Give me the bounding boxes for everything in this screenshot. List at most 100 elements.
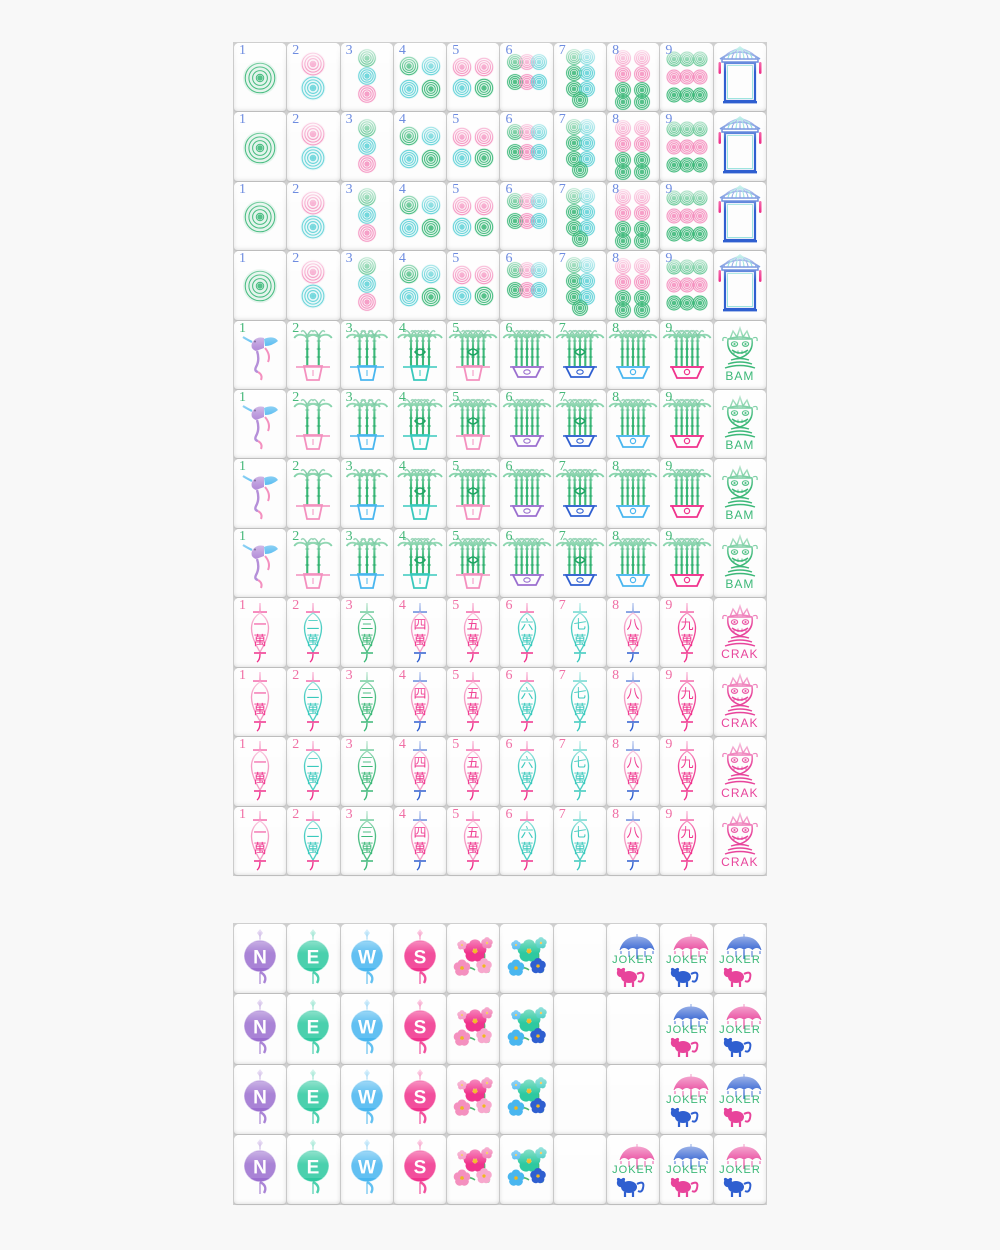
tile-wind-W[interactable]: W: [340, 1064, 393, 1134]
tile-joker[interactable]: JOKER: [660, 924, 713, 994]
tile-dots-3[interactable]: 3: [340, 43, 393, 112]
tile-dots-7[interactable]: 7: [553, 43, 607, 112]
tile-dots-5[interactable]: 5: [447, 251, 500, 320]
tile-craks-dragon-red[interactable]: CRAK: [713, 806, 766, 875]
tile-blank[interactable]: [553, 1134, 607, 1204]
tile-dots-1[interactable]: 1: [234, 112, 287, 181]
tile-flower-pink[interactable]: [447, 1134, 500, 1204]
tile-dots-2[interactable]: 2: [287, 251, 340, 320]
tile-wind-E[interactable]: E: [287, 994, 340, 1064]
tile-joker[interactable]: JOKER: [713, 1134, 766, 1204]
tile-bams-7[interactable]: 7: [553, 390, 607, 459]
tile-bams-dragon-green[interactable]: BAM: [713, 528, 766, 598]
tile-bams-2[interactable]: 2: [287, 528, 340, 598]
tile-dots-dragon-white[interactable]: [713, 43, 766, 112]
tile-dots-2[interactable]: 2: [287, 43, 340, 112]
tile-dots-1[interactable]: 1: [234, 43, 287, 112]
tile-flower-blue[interactable]: [500, 1134, 553, 1204]
tile-dots-4[interactable]: 4: [393, 112, 447, 181]
tile-bams-1[interactable]: 1: [234, 528, 287, 598]
tile-joker[interactable]: JOKER: [713, 994, 766, 1064]
tile-bams-3[interactable]: 3: [340, 390, 393, 459]
tile-craks-dragon-red[interactable]: CRAK: [713, 737, 766, 806]
tile-dots-3[interactable]: 3: [340, 251, 393, 320]
tile-bams-9[interactable]: 9: [660, 528, 713, 598]
tile-dots-9[interactable]: 9: [660, 43, 713, 112]
tile-dots-2[interactable]: 2: [287, 181, 340, 251]
tile-dots-8[interactable]: 8: [607, 181, 660, 251]
tile-joker[interactable]: JOKER: [607, 1134, 660, 1204]
tile-bams-3[interactable]: 3: [340, 320, 393, 390]
tile-bams-8[interactable]: 8: [607, 390, 660, 459]
tile-flower-pink[interactable]: [447, 1064, 500, 1134]
tile-blank[interactable]: [607, 994, 660, 1064]
tile-dots-5[interactable]: 5: [447, 112, 500, 181]
tile-wind-S[interactable]: S: [393, 1064, 447, 1134]
tile-dots-3[interactable]: 3: [340, 112, 393, 181]
tile-dots-2[interactable]: 2: [287, 112, 340, 181]
tile-bams-2[interactable]: 2: [287, 320, 340, 390]
tile-bams-1[interactable]: 1: [234, 459, 287, 528]
tile-bams-dragon-green[interactable]: BAM: [713, 320, 766, 390]
tile-flower-blue[interactable]: [500, 1064, 553, 1134]
tile-wind-E[interactable]: E: [287, 1064, 340, 1134]
tile-bams-4[interactable]: 4: [393, 528, 447, 598]
tile-wind-N[interactable]: N: [234, 1064, 287, 1134]
tile-bams-5[interactable]: 5: [447, 459, 500, 528]
tile-bams-8[interactable]: 8: [607, 459, 660, 528]
tile-wind-S[interactable]: S: [393, 994, 447, 1064]
tile-dots-9[interactable]: 9: [660, 251, 713, 320]
tile-craks-dragon-red[interactable]: CRAK: [713, 667, 766, 737]
tile-wind-W[interactable]: W: [340, 1134, 393, 1204]
tile-bams-8[interactable]: 8: [607, 528, 660, 598]
tile-joker[interactable]: JOKER: [660, 1134, 713, 1204]
tile-dots-4[interactable]: 4: [393, 43, 447, 112]
tile-bams-6[interactable]: 6: [500, 459, 553, 528]
tile-bams-7[interactable]: 7: [553, 459, 607, 528]
tile-dots-dragon-white[interactable]: [713, 112, 766, 181]
tile-bams-4[interactable]: 4: [393, 320, 447, 390]
tile-dots-dragon-white[interactable]: [713, 181, 766, 251]
tile-bams-6[interactable]: 6: [500, 390, 553, 459]
tile-wind-S[interactable]: S: [393, 924, 447, 994]
tile-blank[interactable]: [553, 1064, 607, 1134]
tile-bams-1[interactable]: 1: [234, 390, 287, 459]
tile-joker[interactable]: JOKER: [713, 924, 766, 994]
tile-wind-W[interactable]: W: [340, 924, 393, 994]
tile-bams-3[interactable]: 3: [340, 528, 393, 598]
tile-flower-blue[interactable]: [500, 994, 553, 1064]
tile-joker[interactable]: JOKER: [660, 994, 713, 1064]
tile-dots-4[interactable]: 4: [393, 181, 447, 251]
tile-wind-E[interactable]: E: [287, 1134, 340, 1204]
tile-bams-5[interactable]: 5: [447, 320, 500, 390]
tile-dots-7[interactable]: 7: [553, 112, 607, 181]
tile-wind-N[interactable]: N: [234, 1134, 287, 1204]
tile-bams-9[interactable]: 9: [660, 320, 713, 390]
tile-dots-6[interactable]: 6: [500, 112, 553, 181]
tile-bams-7[interactable]: 7: [553, 528, 607, 598]
tile-dots-8[interactable]: 8: [607, 43, 660, 112]
tile-flower-pink[interactable]: [447, 924, 500, 994]
tile-dots-8[interactable]: 8: [607, 112, 660, 181]
tile-bams-4[interactable]: 4: [393, 390, 447, 459]
tile-bams-6[interactable]: 6: [500, 320, 553, 390]
